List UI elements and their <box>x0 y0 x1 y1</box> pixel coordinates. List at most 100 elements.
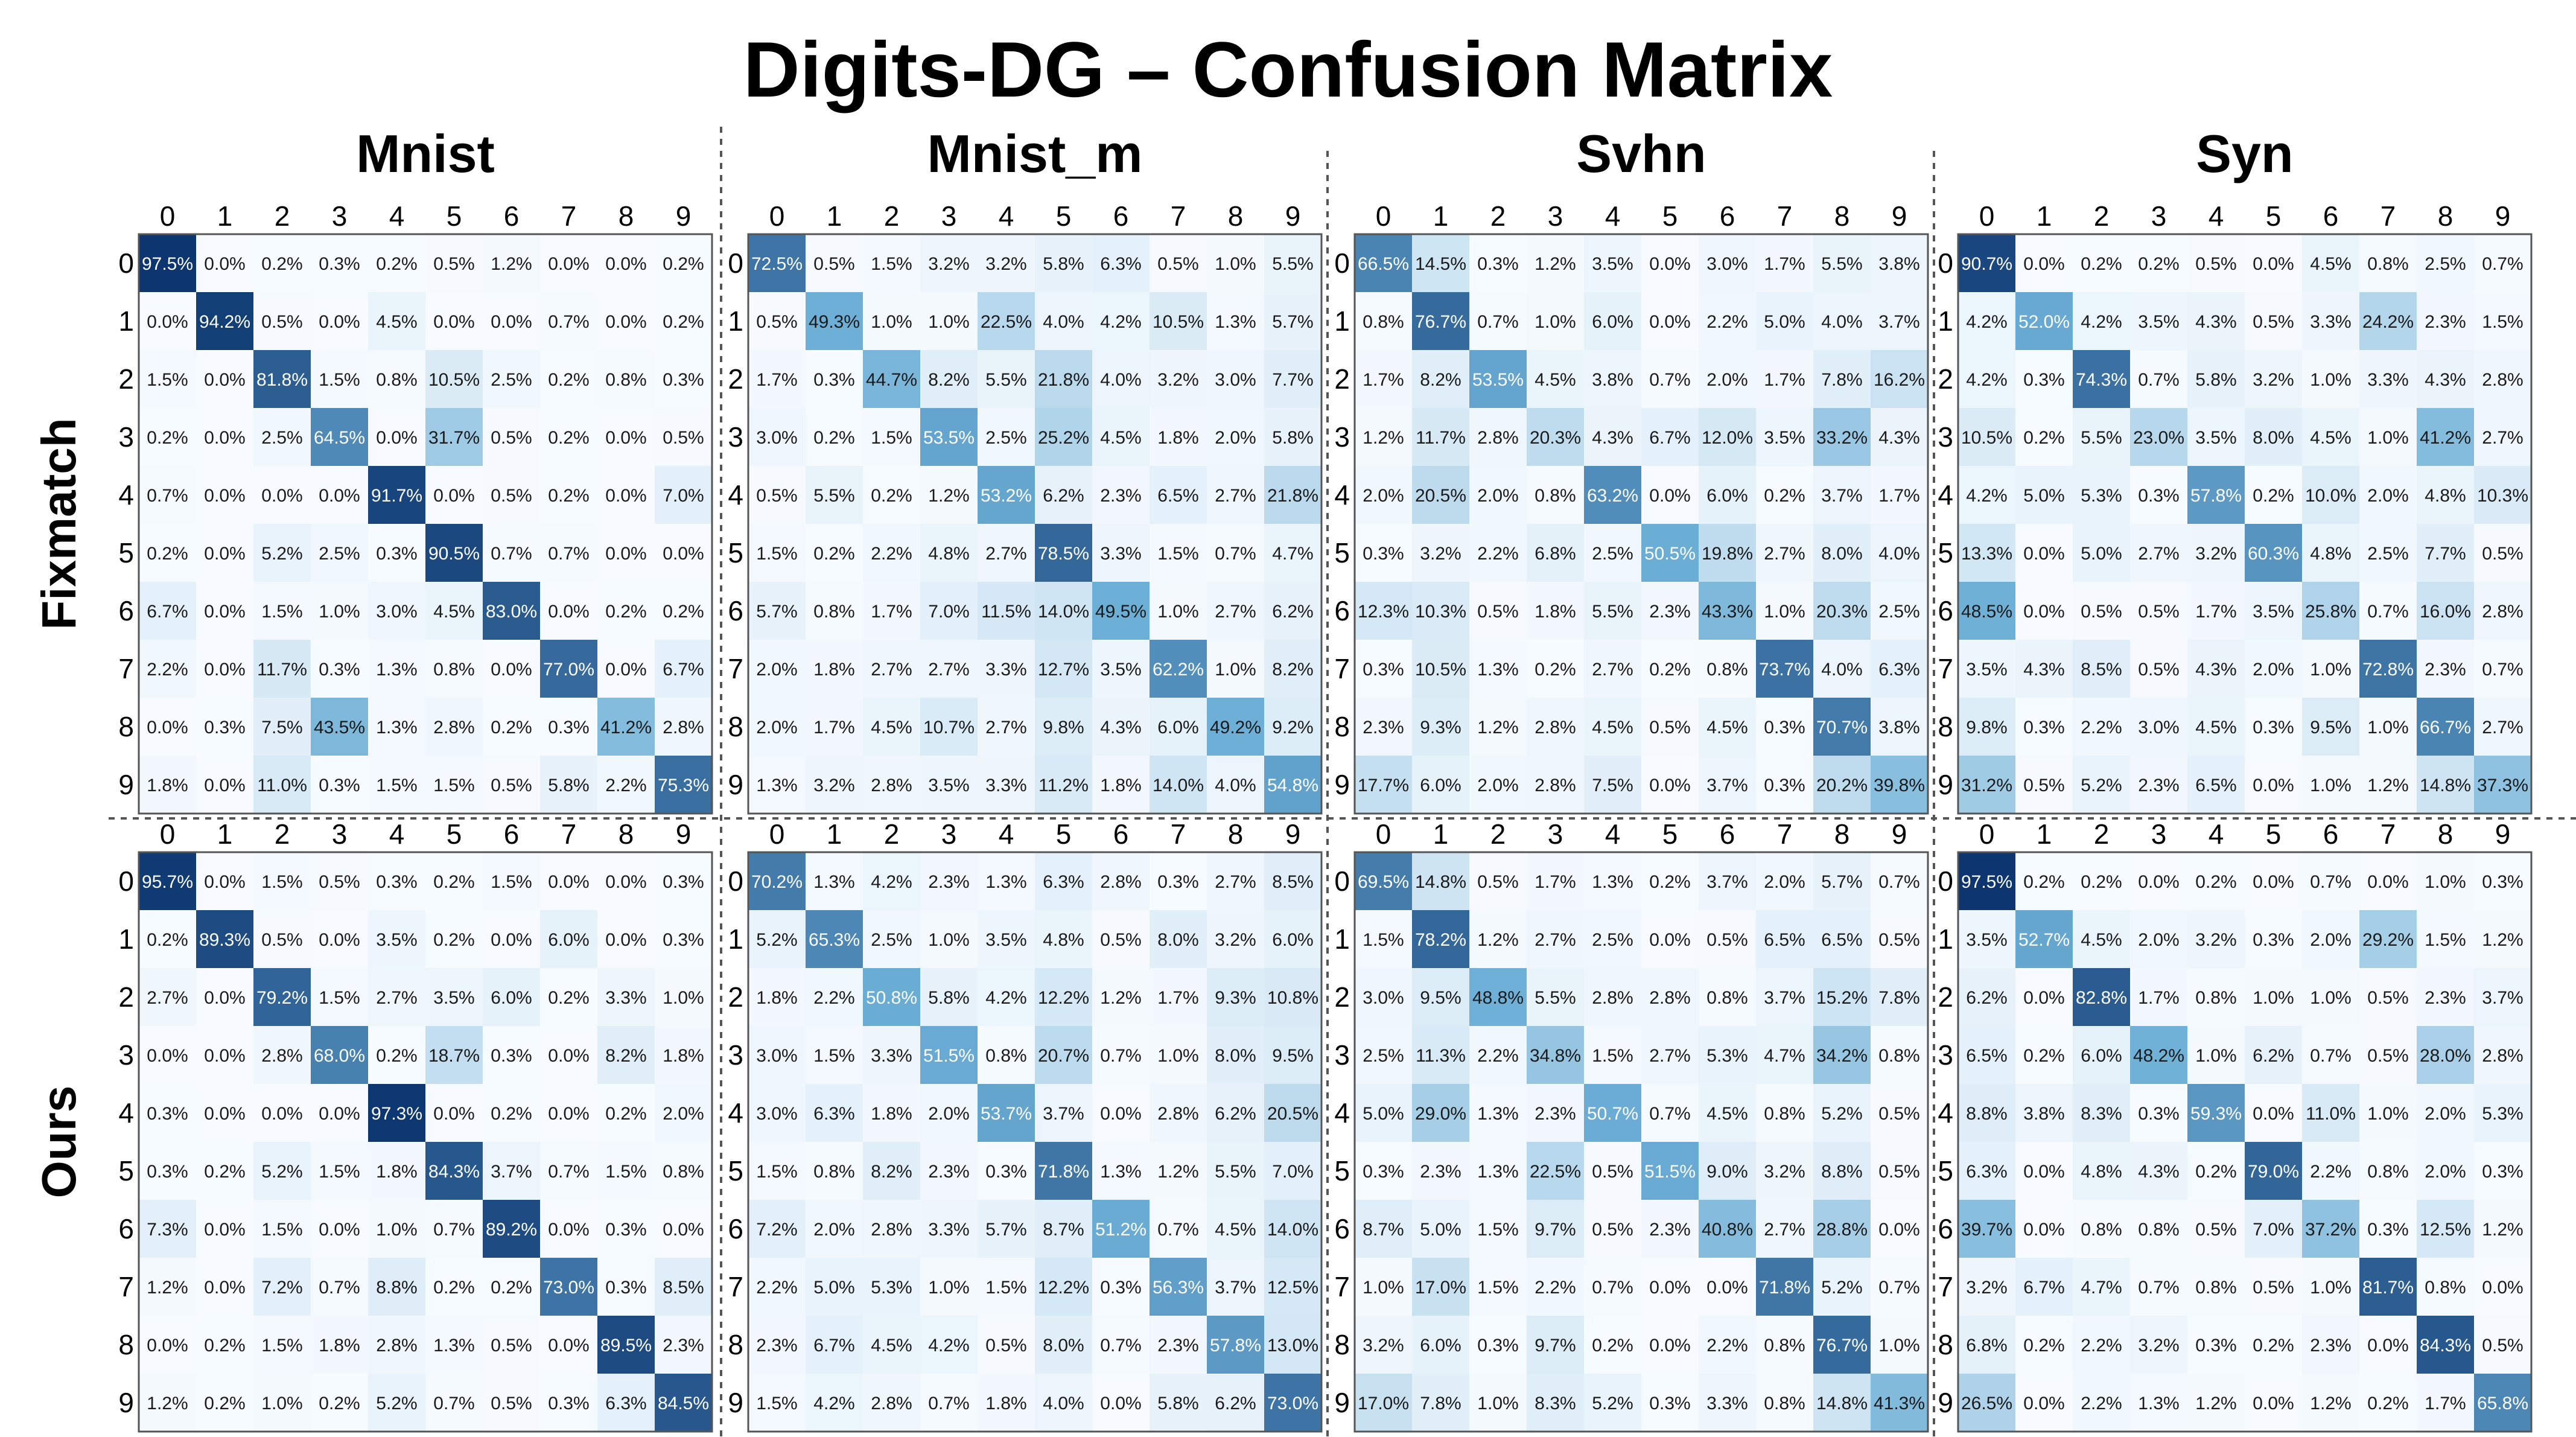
heatmap-cell-ours-syn <box>2417 1200 2474 1258</box>
heatmap-cell-fixmatch-mnist <box>655 234 712 292</box>
heatmap-cell-fixmatch-syn <box>2015 350 2073 408</box>
cell-value-label: 1.2% <box>1477 930 1518 950</box>
heatmap-cell-fixmatch-mnist <box>540 466 597 524</box>
cell-value-label: 44.7% <box>866 370 917 390</box>
cell-value-label: 6.0% <box>548 930 589 950</box>
heatmap-cell-ours-svhn <box>1871 1316 1928 1374</box>
heatmap-cell-fixmatch-syn <box>2073 698 2130 756</box>
cell-value-label: 2.7% <box>871 660 912 680</box>
x-tick-label: 2 <box>884 818 900 850</box>
cell-value-label: 0.5% <box>1157 254 1198 274</box>
cell-value-label: 1.0% <box>2425 872 2466 892</box>
heatmap-cell-ours-syn <box>2073 1316 2130 1374</box>
cell-value-label: 1.8% <box>147 776 188 795</box>
x-tick-label: 1 <box>827 818 842 850</box>
cell-value-label: 4.5% <box>1100 428 1141 448</box>
heatmap-cell-ours-syn <box>2073 852 2130 910</box>
heatmap-cell-fixmatch-mnist-m <box>1035 292 1092 350</box>
heatmap-cell-fixmatch-mnist <box>368 234 425 292</box>
cell-value-label: 0.2% <box>813 544 854 564</box>
heatmap-cell-ours-syn <box>2073 968 2130 1026</box>
heatmap-cell-fixmatch-mnist-m <box>978 466 1035 524</box>
cell-value-label: 5.5% <box>1592 602 1633 622</box>
heatmap-cell-ours-mnist-m <box>806 1200 863 1258</box>
heatmap-cell-ours-syn <box>2474 968 2531 1026</box>
cell-value-label: 2.2% <box>2310 1162 2351 1182</box>
cell-value-label: 5.3% <box>2482 1104 2523 1124</box>
heatmap-cell-fixmatch-mnist-m <box>1150 756 1207 814</box>
cell-value-label: 6.2% <box>1043 486 1084 506</box>
cell-value-label: 48.8% <box>1472 988 1524 1008</box>
heatmap-cell-fixmatch-mnist-m <box>978 234 1035 292</box>
cell-value-label: 1.8% <box>813 660 854 680</box>
cell-value-label: 1.0% <box>2310 1278 2351 1298</box>
heatmap-cell-ours-syn <box>2417 852 2474 910</box>
cell-value-label: 4.0% <box>1100 370 1141 390</box>
heatmap-cell-ours-mnist <box>253 968 311 1026</box>
heatmap-cell-fixmatch-syn <box>2130 292 2187 350</box>
cell-value-label: 3.3% <box>985 776 1026 795</box>
cell-value-label: 0.2% <box>1592 1336 1633 1356</box>
heatmap-cell-ours-svhn <box>1756 910 1813 968</box>
heatmap-cell-ours-mnist <box>253 910 311 968</box>
cell-value-label: 6.2% <box>1215 1394 1256 1413</box>
cell-value-label: 0.7% <box>548 1162 589 1182</box>
heatmap-cell-fixmatch-mnist-m <box>1035 698 1092 756</box>
heatmap-cell-fixmatch-syn <box>2015 582 2073 640</box>
heatmap-cell-fixmatch-mnist <box>425 408 483 466</box>
heatmap-cell-ours-mnist <box>425 1142 483 1200</box>
heatmap-cell-fixmatch-mnist-m <box>863 698 920 756</box>
heatmap-cell-ours-syn <box>2130 1026 2187 1084</box>
heatmap-cell-fixmatch-syn <box>2245 698 2302 756</box>
heatmap-cell-fixmatch-svhn <box>1756 640 1813 698</box>
heatmap-cell-ours-syn <box>2359 852 2417 910</box>
heatmap-cell-ours-mnist-m <box>1264 852 1321 910</box>
heatmap-cell-fixmatch-mnist-m <box>1035 466 1092 524</box>
cell-value-label: 0.5% <box>1878 1104 1919 1124</box>
heatmap-cell-fixmatch-svhn <box>1527 408 1584 466</box>
cell-value-label: 3.5% <box>1592 254 1633 274</box>
cell-value-label: 7.8% <box>1821 370 1862 390</box>
heatmap-cell-ours-syn <box>2359 968 2417 1026</box>
cell-value-label: 1.5% <box>319 1162 360 1182</box>
heatmap-cell-fixmatch-syn <box>2130 350 2187 408</box>
heatmap-cell-fixmatch-syn <box>2187 408 2245 466</box>
heatmap-cell-ours-mnist-m <box>748 1026 806 1084</box>
cell-value-label: 20.2% <box>1816 776 1868 795</box>
cell-value-label: 53.5% <box>923 428 975 448</box>
cell-value-label: 13.3% <box>1961 544 2012 564</box>
cell-value-label: 39.7% <box>1961 1220 2012 1240</box>
cell-value-label: 1.0% <box>2253 988 2294 1008</box>
cell-value-label: 4.7% <box>2081 1278 2122 1298</box>
heatmap-cell-ours-svhn <box>1412 1084 1469 1142</box>
cell-value-label: 0.7% <box>1477 312 1518 332</box>
heatmap-cell-fixmatch-mnist-m <box>1092 466 1150 524</box>
x-tick-label: 3 <box>1548 200 1563 232</box>
cell-value-label: 21.8% <box>1038 370 1089 390</box>
heatmap-cell-ours-mnist-m <box>978 1258 1035 1316</box>
heatmap-cell-fixmatch-mnist-m <box>1150 698 1207 756</box>
cell-value-label: 0.7% <box>1100 1046 1141 1066</box>
heatmap-cell-fixmatch-syn <box>2245 524 2302 582</box>
y-tick-label: 5 <box>1938 1155 1953 1187</box>
heatmap-cell-fixmatch-syn <box>2417 234 2474 292</box>
cell-value-label: 1.0% <box>2310 776 2351 795</box>
x-tick-label: 9 <box>1285 818 1301 850</box>
heatmap-cell-fixmatch-syn <box>2130 408 2187 466</box>
heatmap-cell-ours-mnist-m <box>920 852 978 910</box>
cell-value-label: 2.3% <box>663 1336 704 1356</box>
heatmap-cell-ours-mnist-m <box>1207 1258 1264 1316</box>
cell-value-label: 1.7% <box>871 602 912 622</box>
heatmap-cell-ours-svhn <box>1813 852 1871 910</box>
x-tick-label: 3 <box>941 818 957 850</box>
cell-value-label: 2.8% <box>376 1336 417 1356</box>
x-tick-label: 1 <box>217 200 233 232</box>
cell-value-label: 0.5% <box>2253 312 2294 332</box>
cell-value-label: 0.3% <box>1764 776 1805 795</box>
cell-value-label: 52.7% <box>2018 930 2070 950</box>
heatmap-cell-fixmatch-svhn <box>1641 408 1699 466</box>
cell-value-label: 4.8% <box>928 544 969 564</box>
cell-value-label: 0.3% <box>1477 254 1518 274</box>
x-tick-label: 8 <box>1834 818 1850 850</box>
cell-value-label: 73.0% <box>543 1278 594 1298</box>
